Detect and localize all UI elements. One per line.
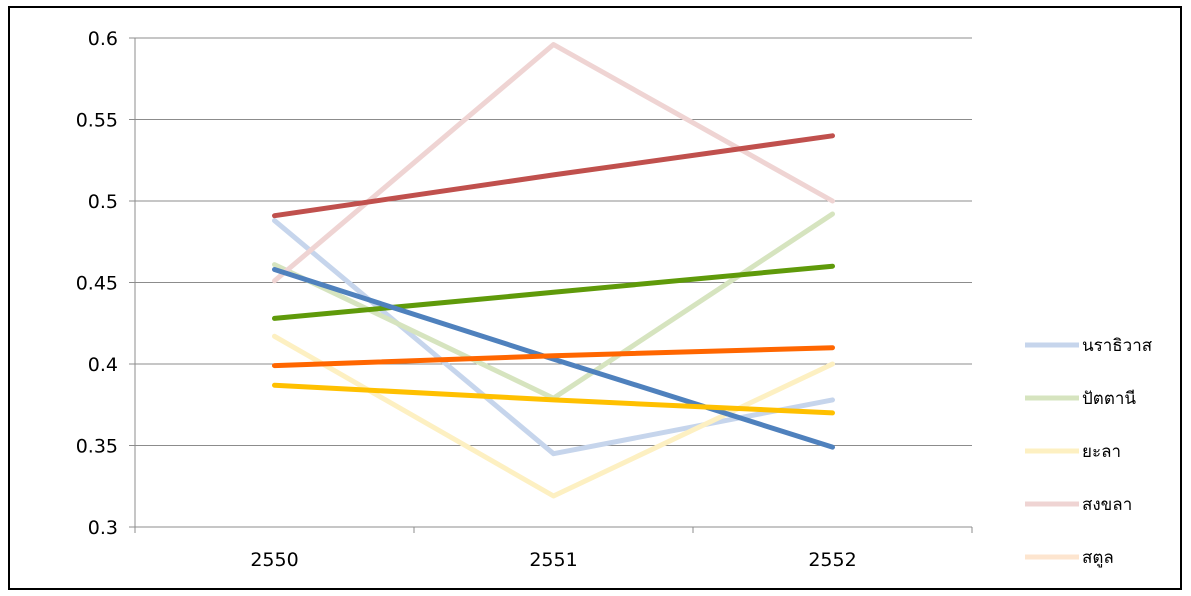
- y-tick-label: 0.6: [88, 28, 118, 50]
- gridlines: [135, 37, 972, 446]
- x-tick-label: 2552: [808, 549, 856, 571]
- series-line-9: [272, 345, 835, 369]
- y-tick-label: 0.45: [76, 273, 118, 295]
- legend-label: ยะลา: [1082, 442, 1121, 462]
- y-tick-labels: 0.3 0.35 0.4 0.45 0.5 0.55 0.6: [76, 28, 118, 539]
- y-tick-label: 0.5: [88, 191, 118, 213]
- series-line-7: [272, 263, 835, 321]
- series-lines: [272, 42, 835, 499]
- axes: [129, 37, 973, 533]
- x-tick-label: 2550: [250, 549, 298, 571]
- series-line-4: [272, 42, 835, 284]
- legend-label: สงขลา: [1082, 495, 1132, 515]
- line-chart: 0.3 0.35 0.4 0.45 0.5 0.55 0.6 2550 2551 2552 นร…: [76, 28, 1153, 571]
- series-line-6: [272, 133, 835, 219]
- y-tick-label: 0.3: [88, 517, 118, 539]
- chart-frame: 0.3 0.35 0.4 0.45 0.5 0.55 0.6 2550 2551 2552 นร…: [8, 6, 1182, 590]
- series-line-8: [272, 267, 835, 450]
- x-tick-label: 2551: [529, 549, 577, 571]
- legend-label: นราธิวาส: [1082, 336, 1153, 356]
- series-line-2: [272, 211, 835, 401]
- legend-label: ปัตตานี: [1082, 389, 1136, 409]
- legend-label: สตูล: [1082, 548, 1114, 568]
- x-tick-labels: 2550 2551 2552: [250, 549, 856, 571]
- y-tick-label: 0.35: [76, 436, 118, 458]
- y-tick-label: 0.4: [88, 354, 118, 376]
- y-tick-label: 0.55: [76, 110, 118, 132]
- series-line-10: [272, 382, 835, 416]
